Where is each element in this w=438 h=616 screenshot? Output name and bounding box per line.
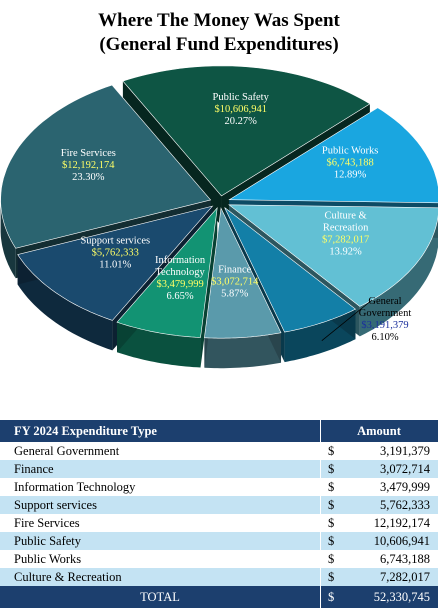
pie-slice: [224, 207, 357, 333]
chart-title: Where The Money Was Spent: [98, 10, 340, 31]
expenditure-table: FY 2024 Expenditure Type Amount General …: [0, 420, 438, 608]
slice-label: Finance $3,072,714 5.87%: [211, 264, 259, 299]
row-type: Information Technology: [14, 480, 136, 494]
pie-slice: [17, 205, 214, 321]
pie-slice-wall: [0, 199, 16, 279]
table-row: Finance $3,072,714: [0, 460, 438, 478]
table-header: FY 2024 Expenditure Type Amount: [0, 420, 438, 442]
slice-label: Information Technology $3,479,999 6.65%: [155, 255, 206, 302]
row-currency: $: [328, 552, 335, 566]
slice-label: Support services $5,762,333 11.01%: [80, 236, 150, 271]
table-row: Culture & Recreation $7,282,017: [0, 568, 438, 586]
pie-chart: Public Safety $10,606,941 20.27% Public Wor…: [0, 65, 438, 369]
table-row: Information Technology $3,479,999: [0, 478, 438, 496]
row-currency: $: [328, 498, 335, 512]
row-amount: 3,191,379: [380, 444, 430, 458]
row-type: Culture & Recreation: [14, 570, 122, 584]
column-divider: [320, 442, 321, 460]
pie-slice: [228, 107, 438, 204]
row-type: Fire Services: [14, 516, 80, 530]
pie-slice: [116, 206, 218, 338]
column-divider: [320, 478, 321, 496]
column-divider: [320, 496, 321, 514]
table-row: Support services $5,762,333: [0, 496, 438, 514]
table-row: Fire Services $12,192,174: [0, 514, 438, 532]
slice-label: Public Works $6,743,188 12.89%: [322, 146, 378, 181]
row-amount: 10,606,941: [373, 534, 430, 548]
row-currency: $: [328, 516, 335, 530]
row-amount: 12,192,174: [373, 516, 430, 530]
total-currency: $: [328, 590, 335, 604]
header-type: FY 2024 Expenditure Type: [14, 424, 157, 438]
row-type: Finance: [14, 462, 54, 476]
row-currency: $: [328, 570, 335, 584]
slice-label: Fire Services $12,192,174 23.30%: [61, 148, 116, 183]
pie-slice: [204, 207, 282, 339]
column-divider: [320, 532, 321, 550]
column-divider: [320, 514, 321, 532]
slice-label: Public Safety $10,606,941 20.27%: [213, 92, 270, 127]
pie-slice: [122, 65, 371, 197]
table-row: Public Safety $10,606,941: [0, 532, 438, 550]
table-total-row: TOTAL $ 52,330,745: [0, 586, 438, 608]
pie-slice-edge: [200, 207, 218, 368]
row-currency: $: [328, 534, 335, 548]
row-currency: $: [328, 444, 335, 458]
slice-label: General Government $3,191,379 6.10%: [359, 296, 412, 343]
pie-slice: [228, 204, 438, 307]
row-currency: $: [328, 462, 335, 476]
pie-slice-wall: [17, 254, 113, 351]
pie-slice: [0, 84, 212, 249]
column-divider: [320, 550, 321, 568]
row-amount: 3,479,999: [380, 480, 430, 494]
row-amount: 3,072,714: [380, 462, 430, 476]
row-amount: 5,762,333: [380, 498, 430, 512]
pie-slice-wall: [204, 332, 281, 369]
table-body: General Government $3,191,379 Finance $3,07…: [0, 442, 438, 586]
column-divider: [320, 420, 321, 442]
total-amount: 52,330,745: [373, 590, 430, 604]
label-leader-line: [321, 299, 373, 342]
pie-slice-wall: [359, 217, 438, 337]
total-label: TOTAL: [140, 590, 180, 604]
row-currency: $: [328, 480, 335, 494]
column-divider: [320, 586, 321, 608]
row-amount: 7,282,017: [380, 570, 430, 584]
row-type: Public Works: [14, 552, 82, 566]
row-amount: 6,743,188: [380, 552, 430, 566]
table-row: Public Works $6,743,188: [0, 550, 438, 568]
header-amount: Amount: [357, 424, 401, 438]
chart-subtitle: (General Fund Expenditures): [99, 34, 339, 55]
row-type: Support services: [14, 498, 97, 512]
column-divider: [320, 568, 321, 586]
slice-label: Culture & Recreation $7,282,017 13.92%: [322, 211, 369, 258]
row-type: General Government: [14, 444, 120, 458]
column-divider: [320, 460, 321, 478]
pie-slice-wall: [117, 322, 201, 368]
row-type: Public Safety: [14, 534, 82, 548]
table-row: General Government $3,191,379: [0, 442, 438, 460]
